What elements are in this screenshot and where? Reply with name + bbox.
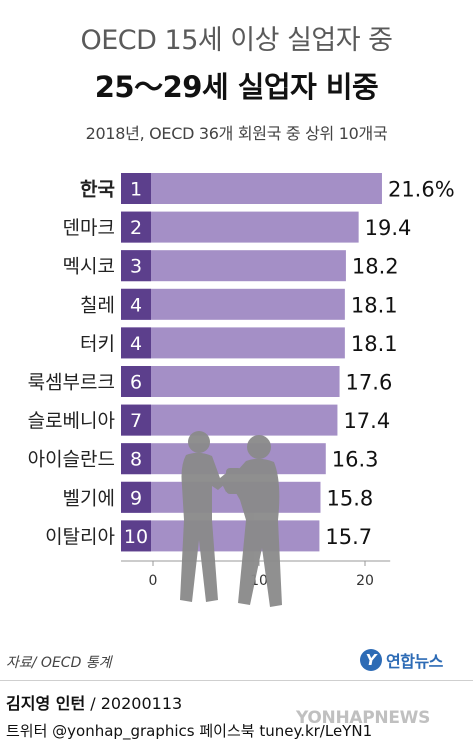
person-head (247, 435, 271, 459)
category-label: 이탈리아 (45, 526, 115, 548)
value-label: 18.2 (352, 255, 399, 279)
value-label: 17.6 (346, 371, 393, 395)
bar (121, 443, 326, 475)
value-label: 15.7 (325, 525, 372, 549)
rank-label: 7 (130, 410, 142, 432)
value-label: 16.3 (332, 448, 379, 472)
category-label: 벨기에 (63, 487, 115, 509)
rank-box (121, 327, 151, 359)
bar-chart: 1 한국 21.6% 2 덴마크 19.4 3 멕시코 18.2 4 칠레 18.1 4 터키 18.1 6룩… (28, 173, 455, 607)
value-label: 15.8 (326, 486, 373, 510)
rank-label: 9 (130, 487, 142, 509)
rank-box (121, 211, 151, 243)
bar (121, 211, 359, 243)
value-label: 17.4 (343, 409, 390, 433)
rank-box (121, 173, 151, 204)
category-label: 룩셈부르크 (28, 372, 115, 394)
credit-name: 김지영 인턴 (6, 694, 86, 713)
person-head (188, 431, 210, 453)
rank-box (121, 404, 151, 436)
title-line1: OECD 15세 이상 실업자 중 (80, 25, 393, 56)
bar (121, 404, 338, 436)
bar (121, 327, 345, 359)
logo-text: 연합뉴스 (386, 652, 443, 671)
bar (121, 288, 345, 320)
value-label: 21.6% (388, 178, 455, 202)
rank-label: 4 (130, 294, 142, 316)
category-label: 아이슬란드 (28, 449, 115, 471)
value-label: 18.1 (351, 293, 398, 317)
watermark: YONHAPNEWS (296, 708, 431, 728)
rank-box (121, 481, 151, 513)
rank-label: 2 (130, 217, 142, 239)
people-silhouette (180, 431, 282, 607)
chart-title: 25～29세 실업자 비중 (94, 70, 379, 104)
rank-box (121, 443, 151, 475)
social-links: 트위터 @yonhap_graphics 페이스북 tuney.kr/LeYN1 (6, 722, 373, 740)
yonhap-logo: Y 연합뉴스 (360, 648, 443, 672)
rank-label: 3 (130, 256, 142, 278)
value-label: 18.1 (351, 332, 398, 356)
rank-box (121, 288, 151, 320)
value-label: 19.4 (365, 216, 412, 240)
rank-box (121, 520, 151, 552)
chart-subtitle: 2018년, OECD 36개 회원국 중 상위 10개국 (85, 124, 388, 143)
person-body (180, 452, 234, 602)
bar (121, 520, 320, 552)
bar (121, 173, 382, 204)
source-note: 자료/ OECD 통계 (6, 655, 112, 671)
footer-divider (0, 680, 473, 681)
category-label: 터키 (80, 333, 115, 355)
backpack (226, 468, 242, 494)
rank-label: 10 (124, 526, 148, 548)
category-label: 한국 (80, 179, 115, 201)
person-body (222, 458, 282, 607)
bar (121, 366, 340, 397)
rank-label: 8 (130, 449, 142, 471)
category-label: 슬로베니아 (28, 410, 115, 432)
x-tick-label: 0 (149, 573, 158, 589)
category-label: 칠레 (80, 294, 115, 316)
rank-label: 6 (130, 372, 142, 394)
x-tick-label: 20 (356, 573, 374, 589)
category-label: 덴마크 (63, 217, 115, 239)
rank-box (121, 250, 151, 282)
credit-line: 김지영 인턴 / 20200113 (6, 690, 182, 714)
rank-label: 1 (130, 179, 142, 201)
rank-label: 4 (130, 333, 142, 355)
rank-box (121, 366, 151, 397)
bar (121, 250, 346, 282)
category-label: 멕시코 (63, 256, 115, 278)
yonhap-logo-icon: Y (360, 649, 382, 671)
credit-date: / 20200113 (85, 694, 183, 713)
